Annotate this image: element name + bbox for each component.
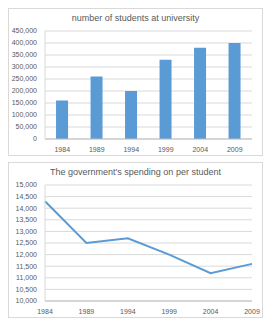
svg-text:1994: 1994: [120, 308, 136, 315]
svg-text:15,000: 15,000: [16, 181, 38, 188]
svg-text:1984: 1984: [54, 146, 70, 153]
svg-text:10,500: 10,500: [16, 286, 38, 293]
svg-text:200,000: 200,000: [12, 87, 37, 94]
svg-text:2004: 2004: [203, 308, 219, 315]
svg-text:13,500: 13,500: [16, 216, 38, 223]
svg-text:1999: 1999: [161, 308, 177, 315]
svg-text:11,500: 11,500: [16, 263, 37, 270]
html-text:number of students at universi: number of students at university: [71, 13, 200, 23]
svg-text:2004: 2004: [192, 146, 208, 153]
svg-text:1989: 1989: [89, 146, 105, 153]
svg-text:0: 0: [33, 135, 37, 142]
svg-text:13,000: 13,000: [16, 228, 38, 235]
svg-text:1989: 1989: [79, 308, 95, 315]
svg-text:14,500: 14,500: [16, 193, 38, 200]
svg-text:1984: 1984: [37, 308, 53, 315]
svg-text:10,000: 10,000: [16, 297, 38, 304]
svg-text:2009: 2009: [227, 146, 243, 153]
svg-text:12,000: 12,000: [16, 251, 38, 258]
svg-text:150,000: 150,000: [12, 99, 37, 106]
svg-text:1999: 1999: [158, 146, 174, 153]
svg-text:350,000: 350,000: [12, 51, 37, 58]
svg-text:1994: 1994: [123, 146, 139, 153]
svg-text:450,000: 450,000: [12, 27, 37, 34]
svg-text:2009: 2009: [244, 308, 260, 315]
svg-text:14,000: 14,000: [16, 205, 38, 212]
svg-text:50,000: 50,000: [16, 123, 38, 130]
svg-text:100,000: 100,000: [12, 111, 37, 118]
svg-text:250,000: 250,000: [12, 75, 37, 82]
svg-text:400,000: 400,000: [12, 39, 37, 46]
svg-text:12,500: 12,500: [16, 239, 38, 246]
svg-text:300,000: 300,000: [12, 63, 37, 70]
svg-text:11,000: 11,000: [16, 274, 37, 281]
html-text:The government's spending on p: The government's spending on per student: [50, 167, 221, 177]
